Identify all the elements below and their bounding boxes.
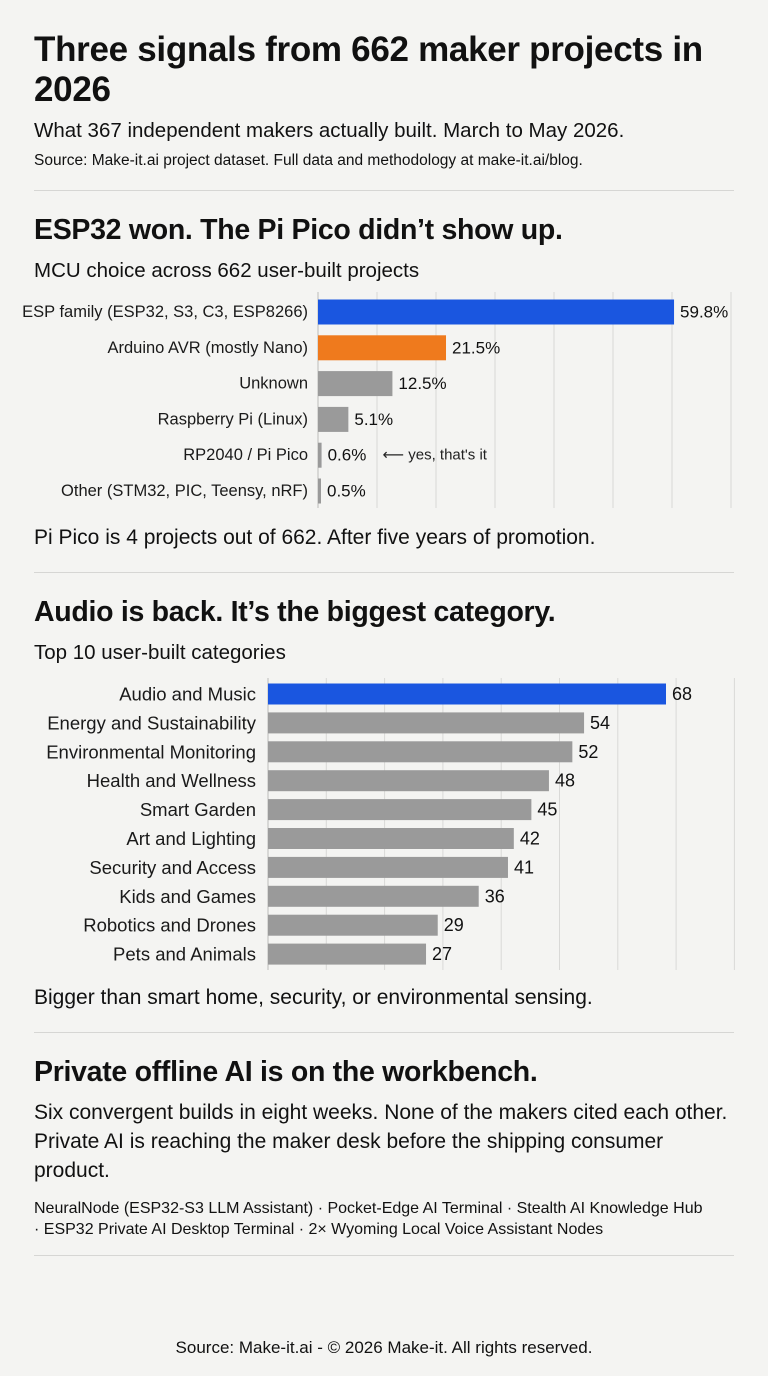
- bar: [268, 741, 573, 763]
- divider: [34, 1255, 734, 1256]
- category-label: Pets and Animals: [113, 944, 256, 965]
- bar: [268, 712, 585, 734]
- category-label: Health and Wellness: [87, 770, 256, 791]
- category-label: Smart Garden: [140, 799, 256, 820]
- bar: [318, 335, 447, 361]
- category-bar-chart: Audio and Music 68 Energy and Sustainabili…: [46, 678, 735, 970]
- category-label: Energy and Sustainability: [47, 712, 257, 733]
- category-label: Other (STM32, PIC, Teensy, nRF): [61, 482, 308, 500]
- bar: [318, 371, 393, 397]
- divider: [34, 1032, 734, 1033]
- data-label: 5.1%: [354, 410, 393, 429]
- section3-body: Six convergent builds in eight weeks. No…: [34, 1101, 728, 1182]
- category-label: Security and Access: [89, 857, 256, 878]
- data-label: 36: [485, 886, 505, 906]
- section1-note: Pi Pico is 4 projects out of 662. After …: [34, 526, 596, 549]
- category-label: Arduino AVR (mostly Nano): [107, 339, 308, 357]
- bar: [268, 770, 549, 792]
- bar: [268, 856, 508, 878]
- bar: [268, 683, 666, 705]
- data-label: 48: [555, 771, 575, 791]
- data-label: 12.5%: [398, 374, 446, 393]
- category-label: Kids and Games: [119, 886, 256, 907]
- divider: [34, 190, 734, 191]
- data-label: 54: [590, 713, 610, 733]
- category-label: Environmental Monitoring: [46, 741, 256, 762]
- data-label: 0.6%: [328, 446, 367, 465]
- divider: [34, 572, 734, 573]
- section3-heading: Private offline AI is on the workbench.: [34, 1056, 538, 1088]
- section1-heading: ESP32 won. The Pi Pico didn’t show up.: [34, 214, 563, 246]
- page-title: Three signals from 662 maker projects in…: [34, 30, 703, 109]
- data-label: 29: [444, 915, 464, 935]
- bar: [318, 478, 321, 504]
- bar: [318, 406, 349, 432]
- bar: [268, 943, 427, 965]
- footer-copyright: Source: Make-it.ai - © 2026 Make-it. All…: [175, 1338, 593, 1357]
- bar: [318, 442, 322, 468]
- page-subtitle: What 367 independent makers actually bui…: [34, 119, 625, 142]
- builds-list-line2: · ESP32 Private AI Desktop Terminal · 2×…: [34, 1221, 604, 1238]
- category-label: Robotics and Drones: [83, 915, 256, 936]
- data-label: 45: [537, 800, 557, 820]
- bar: [268, 914, 438, 936]
- data-label: 41: [514, 857, 534, 877]
- bar: [318, 299, 675, 325]
- bar: [268, 885, 479, 907]
- data-label: 68: [672, 684, 692, 704]
- data-label: 27: [432, 944, 452, 964]
- section2-chart-title: Top 10 user-built categories: [34, 641, 286, 664]
- data-label: 0.5%: [327, 482, 366, 501]
- category-label: ESP family (ESP32, S3, C3, ESP8266): [22, 303, 308, 321]
- bar: [268, 799, 532, 821]
- category-label: Art and Lighting: [126, 828, 256, 849]
- data-label: 52: [578, 742, 598, 762]
- data-label: 42: [520, 829, 540, 849]
- annotation-label: ⟵ yes, that's it: [383, 447, 488, 464]
- section1-chart-title: MCU choice across 662 user-built project…: [34, 259, 420, 282]
- category-label: Audio and Music: [119, 684, 256, 705]
- data-label: 21.5%: [452, 338, 500, 357]
- builds-list-line1: NeuralNode (ESP32-S3 LLM Assistant) · Po…: [34, 1200, 703, 1217]
- section2-heading: Audio is back. It’s the biggest category…: [34, 596, 556, 628]
- category-label: Raspberry Pi (Linux): [158, 410, 308, 428]
- mcu-bar-chart: ESP family (ESP32, S3, C3, ESP8266) 59.8%…: [22, 292, 732, 508]
- category-label: Unknown: [239, 375, 308, 393]
- source-note: Source: Make-it.ai project dataset. Full…: [34, 152, 583, 169]
- bar: [268, 828, 514, 849]
- data-label: 59.8%: [680, 303, 728, 322]
- category-label: RP2040 / Pi Pico: [183, 446, 308, 464]
- section2-note: Bigger than smart home, security, or env…: [34, 986, 593, 1009]
